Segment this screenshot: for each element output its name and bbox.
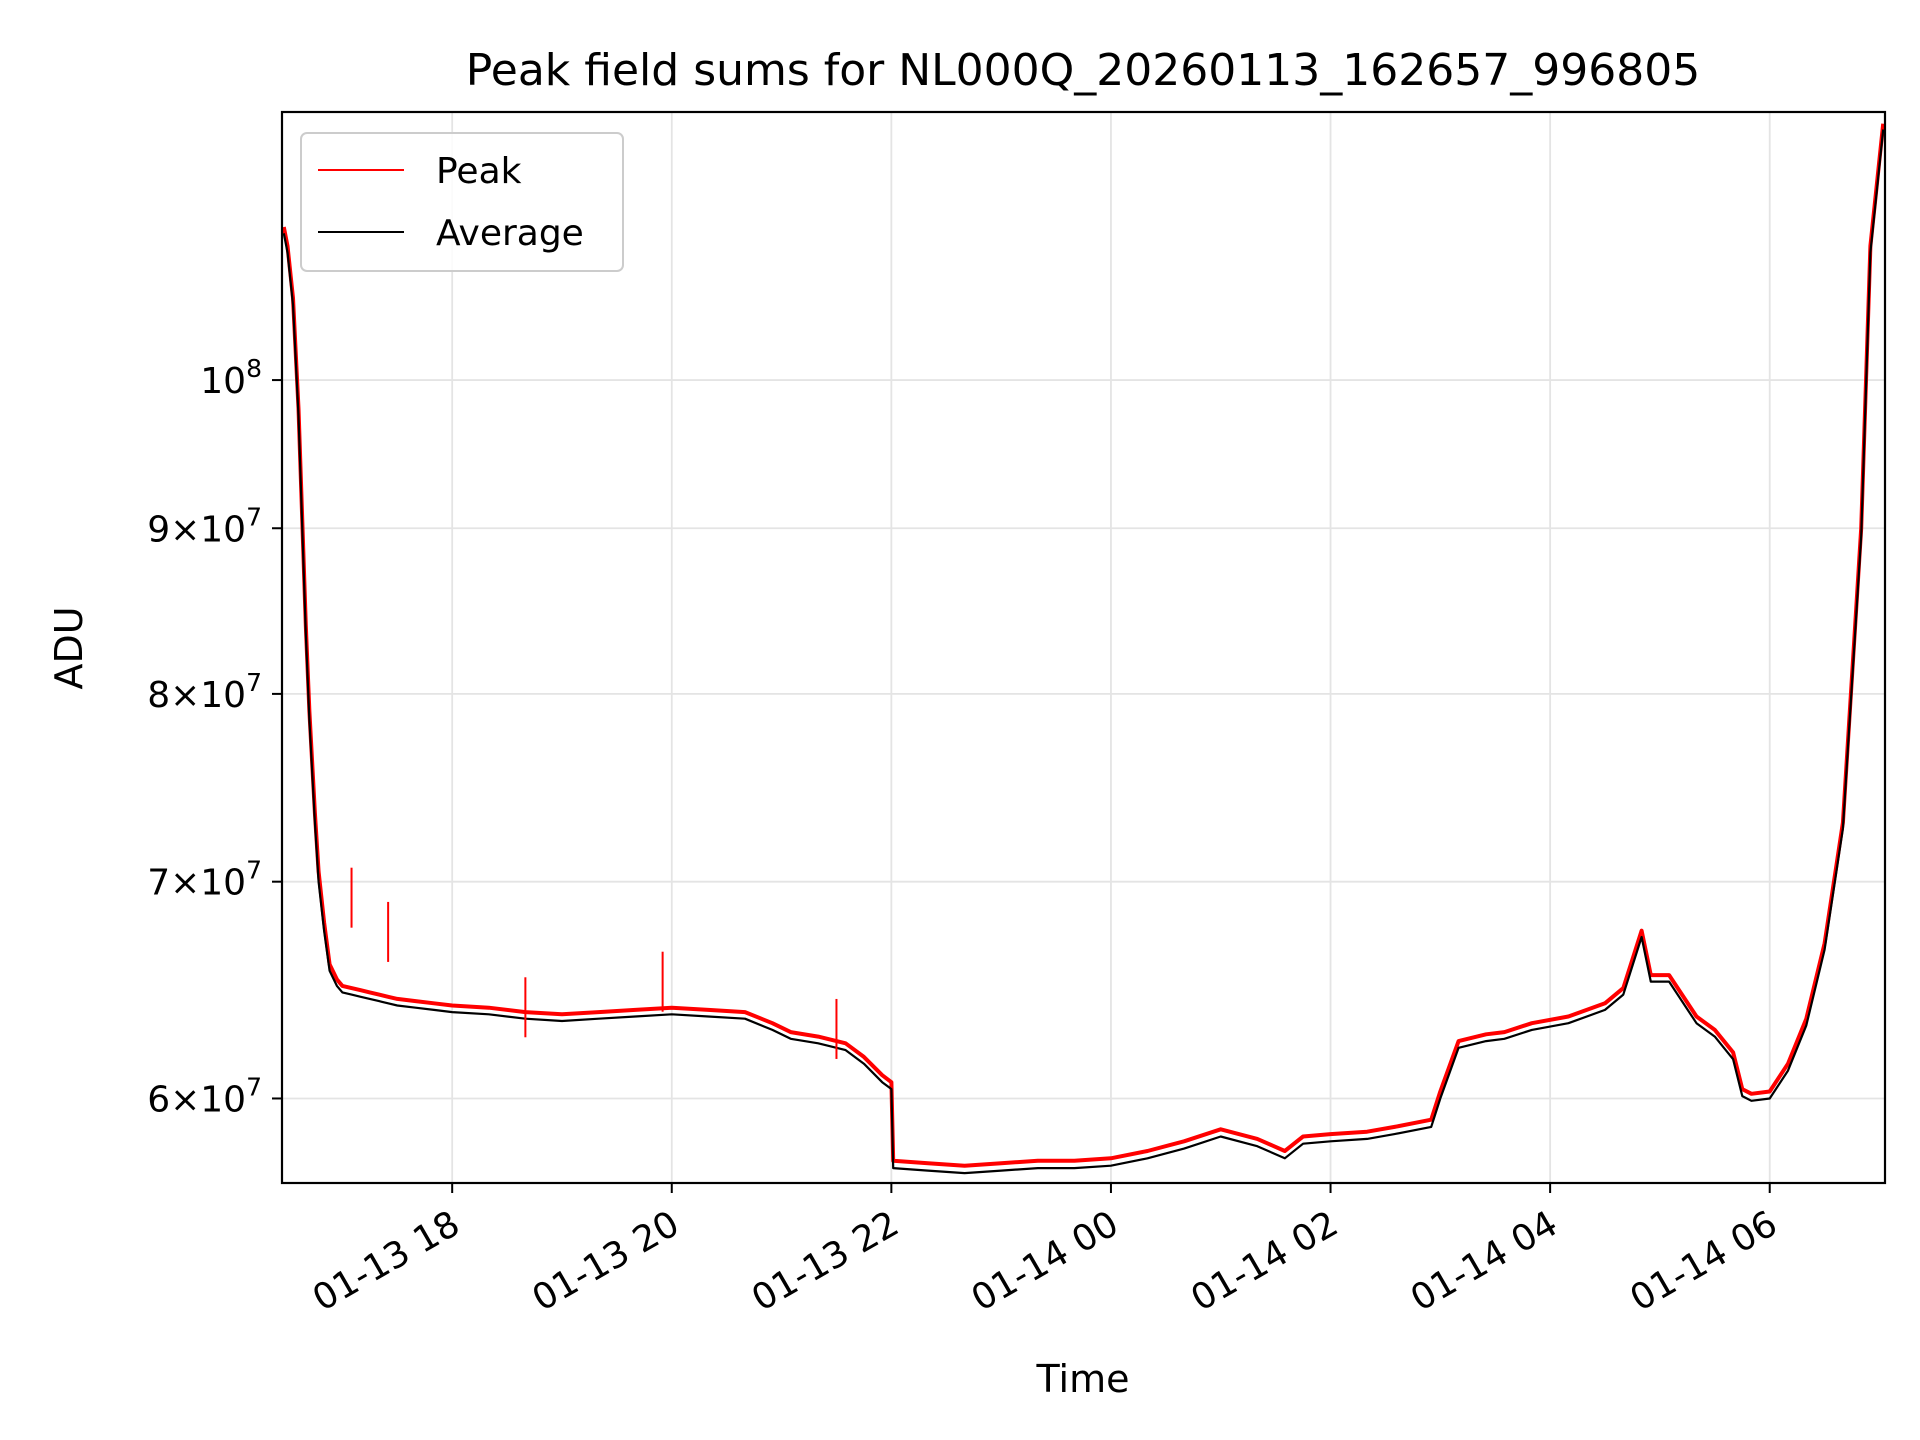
y-tick-label: 6×107 xyxy=(147,1072,262,1120)
plot-frame xyxy=(280,110,1887,1185)
y-tick-label: 9×107 xyxy=(147,502,262,550)
y-tick-label: 7×107 xyxy=(147,856,262,904)
legend-label-average: Average xyxy=(436,213,584,254)
series-group xyxy=(282,123,1885,1175)
grid-group xyxy=(282,112,1885,1183)
legend-box xyxy=(300,132,624,272)
legend: Peak Average xyxy=(300,132,624,272)
chart-title: Peak field sums for NL000Q_20260113_1626… xyxy=(466,45,1700,96)
x-axis-label: Time xyxy=(1036,1357,1130,1401)
plot-area xyxy=(282,123,1885,1175)
legend-label-peak: Peak xyxy=(436,151,522,192)
y-tick-label: 8×107 xyxy=(147,668,262,716)
series-line-average xyxy=(282,129,1885,1175)
series-line-peak xyxy=(282,123,1885,1168)
y-axis-label: ADU xyxy=(47,606,91,689)
